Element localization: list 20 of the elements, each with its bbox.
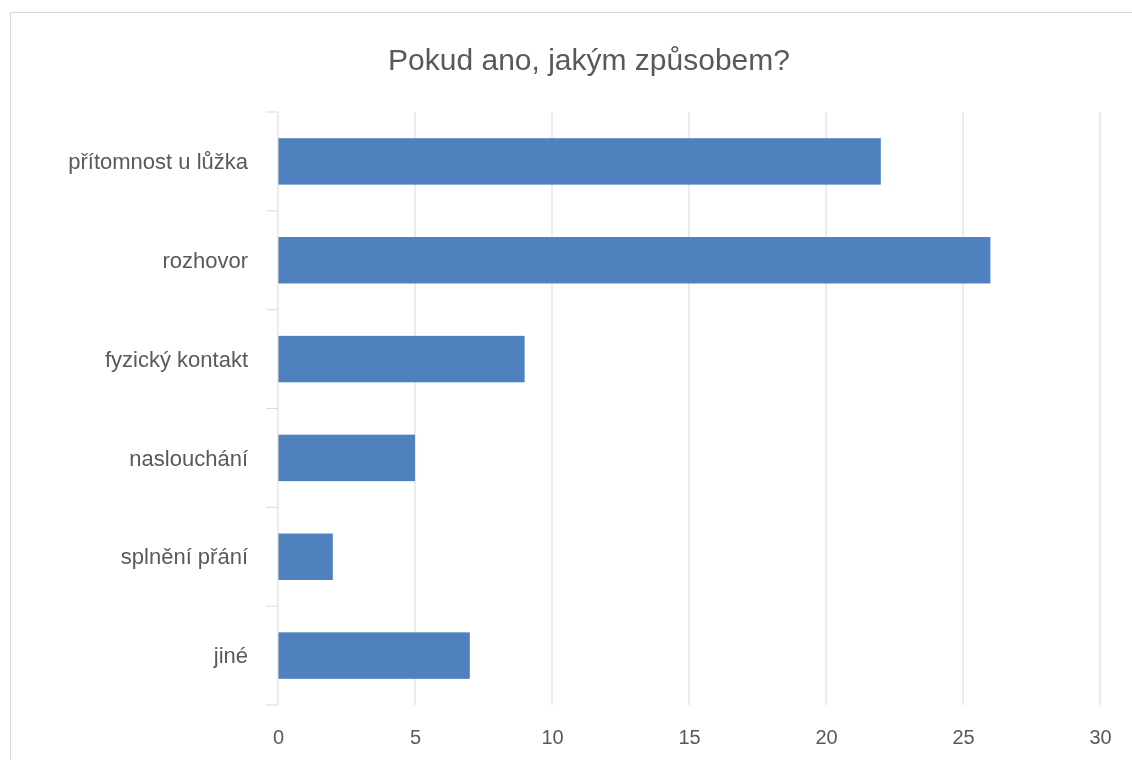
- y-tick-label: jiné: [212, 643, 248, 669]
- bar: [278, 533, 333, 580]
- y-tick-label: rozhovor: [162, 247, 248, 273]
- bar: [278, 138, 881, 185]
- x-tick-label: 0: [272, 726, 285, 749]
- y-tick-label: splnění přání: [120, 544, 248, 570]
- x-tick-label: 25: [952, 726, 975, 749]
- bar: [278, 335, 525, 383]
- chart-title: Pokud ano, jakým způsobem?: [388, 43, 790, 76]
- y-tick-label: přítomnost u lůžka: [68, 149, 249, 175]
- y-tick-label: naslouchání: [129, 445, 248, 471]
- x-tick-label: 5: [409, 726, 422, 749]
- x-tick-label: 30: [1089, 726, 1112, 749]
- x-tick-label: 10: [541, 726, 564, 749]
- x-tick-label: 20: [815, 726, 838, 749]
- bar: [278, 632, 470, 679]
- bar: [278, 237, 991, 284]
- x-tick-label: 15: [678, 726, 701, 749]
- bar: [278, 434, 415, 482]
- y-tick-label: fyzický kontakt: [104, 346, 248, 372]
